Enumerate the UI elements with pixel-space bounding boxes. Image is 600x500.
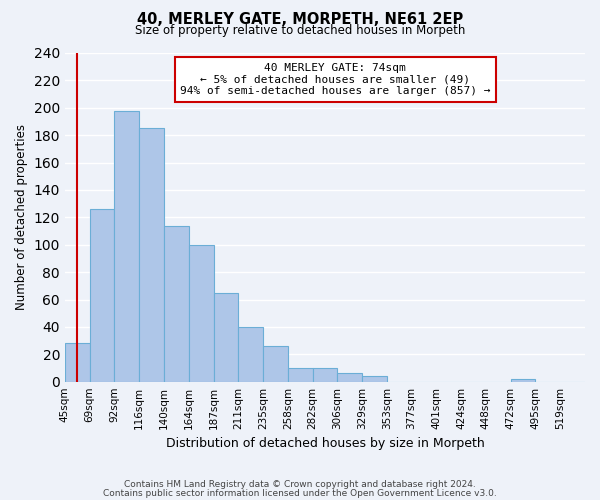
Bar	[337, 374, 362, 382]
X-axis label: Distribution of detached houses by size in Morpeth: Distribution of detached houses by size …	[166, 437, 484, 450]
Y-axis label: Number of detached properties: Number of detached properties	[15, 124, 28, 310]
Text: Size of property relative to detached houses in Morpeth: Size of property relative to detached ho…	[135, 24, 465, 37]
Bar	[214, 292, 238, 382]
Text: 40, MERLEY GATE, MORPETH, NE61 2EP: 40, MERLEY GATE, MORPETH, NE61 2EP	[137, 12, 463, 28]
Bar	[362, 376, 387, 382]
Bar	[238, 327, 263, 382]
Bar	[263, 346, 288, 382]
Bar	[313, 368, 337, 382]
Text: Contains HM Land Registry data © Crown copyright and database right 2024.: Contains HM Land Registry data © Crown c…	[124, 480, 476, 489]
Bar	[511, 379, 535, 382]
Bar	[288, 368, 313, 382]
Bar	[115, 110, 139, 382]
Bar	[65, 344, 89, 382]
Bar	[189, 244, 214, 382]
Bar	[139, 128, 164, 382]
Bar	[89, 209, 115, 382]
Text: 40 MERLEY GATE: 74sqm
← 5% of detached houses are smaller (49)
94% of semi-detac: 40 MERLEY GATE: 74sqm ← 5% of detached h…	[180, 63, 491, 96]
Text: Contains public sector information licensed under the Open Government Licence v3: Contains public sector information licen…	[103, 488, 497, 498]
Bar	[164, 226, 189, 382]
